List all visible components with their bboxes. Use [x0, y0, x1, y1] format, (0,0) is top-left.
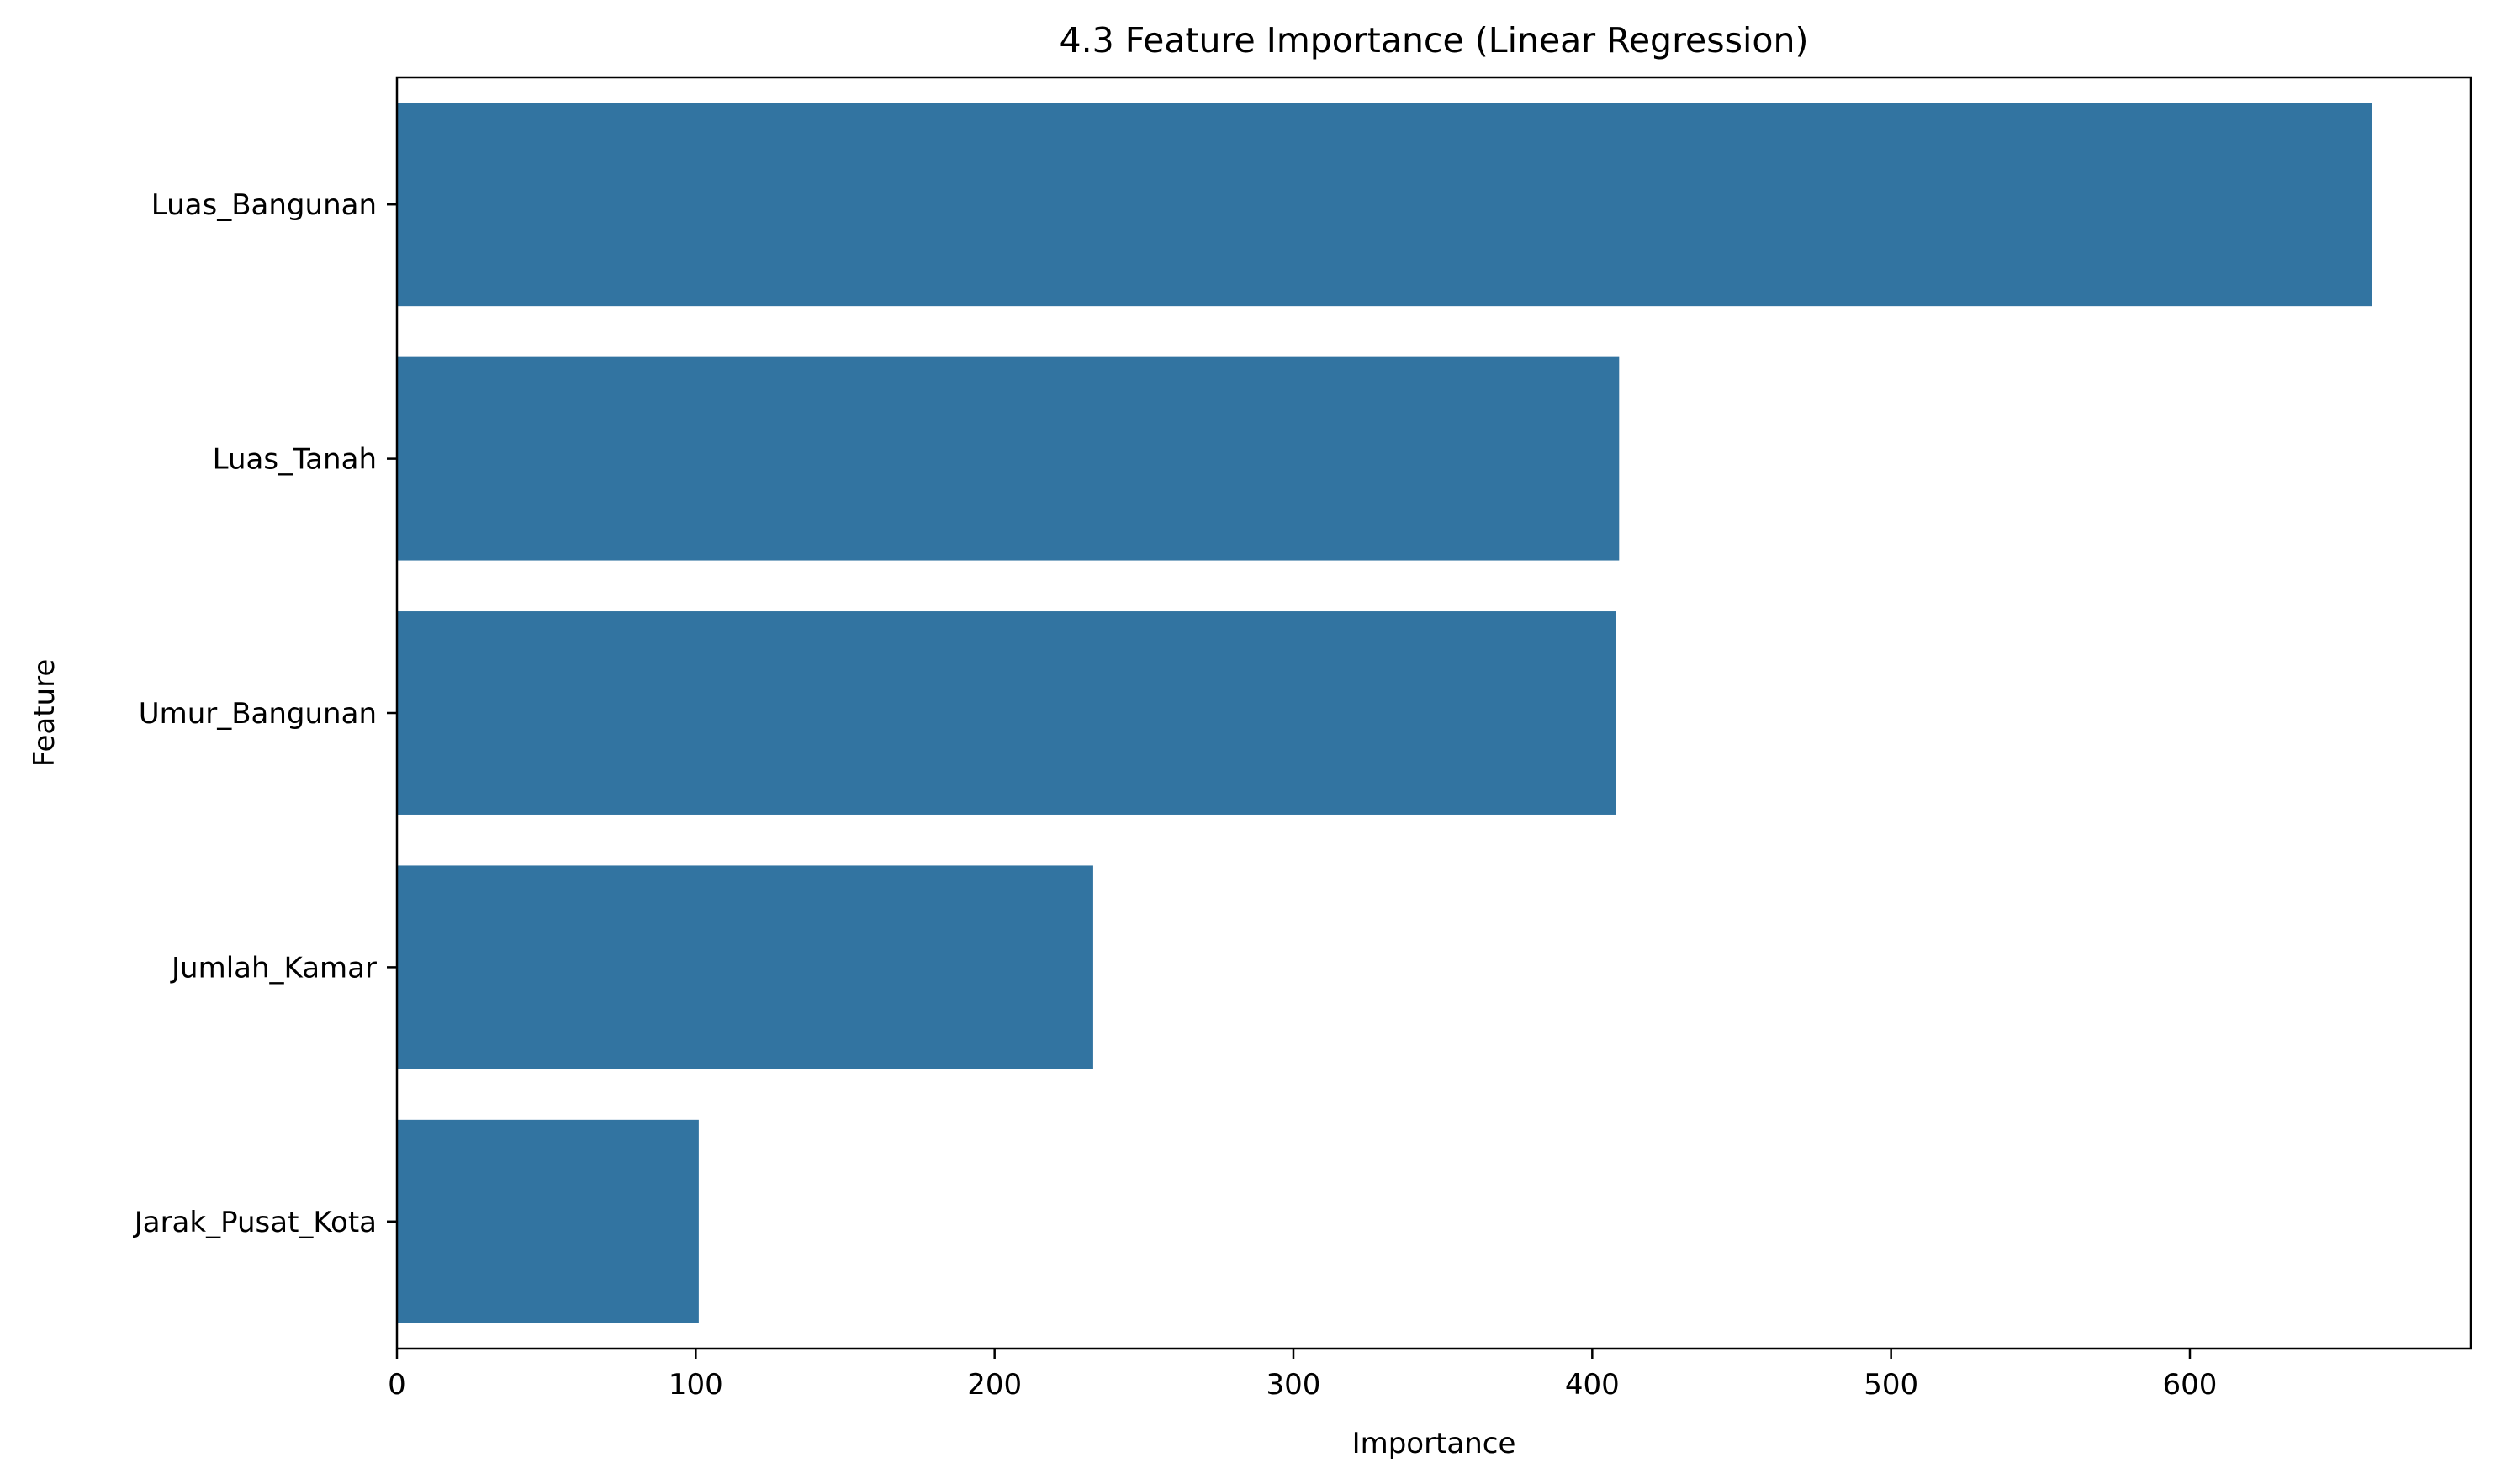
bar-jumlah-kamar	[397, 865, 1093, 1069]
y-axis-ticks: Luas_Bangunan Luas_Tanah Umur_Bangunan Juml…	[133, 188, 397, 1239]
x-tick-label: 400	[1565, 1368, 1620, 1402]
y-tick-label: Luas_Bangunan	[151, 188, 377, 222]
x-axis-ticks: 0 100 200 300 400 500 600	[388, 1349, 2217, 1402]
bar-luas-tanah	[397, 356, 1620, 561]
x-tick-label: 0	[388, 1368, 406, 1402]
x-tick-label: 100	[669, 1368, 723, 1402]
bar-luas-bangunan	[397, 103, 2372, 307]
y-tick-label: Jarak_Pusat_Kota	[133, 1206, 377, 1239]
x-tick-label: 200	[967, 1368, 1022, 1402]
chart-title: 4.3 Feature Importance (Linear Regressio…	[1060, 20, 1809, 61]
bar-jarak-pusat-kota	[397, 1119, 699, 1323]
y-tick-label: Jumlah_Kamar	[170, 951, 377, 985]
bars	[397, 103, 2372, 1323]
x-tick-label: 300	[1267, 1368, 1321, 1402]
y-tick-label: Umur_Bangunan	[139, 697, 377, 731]
y-axis-label: Feature	[28, 659, 61, 767]
x-axis-label: Importance	[1352, 1427, 1516, 1460]
bar-umur-bangunan	[397, 611, 1616, 815]
x-tick-label: 500	[1864, 1368, 1918, 1402]
x-tick-label: 600	[2163, 1368, 2218, 1402]
y-tick-label: Luas_Tanah	[213, 443, 377, 477]
